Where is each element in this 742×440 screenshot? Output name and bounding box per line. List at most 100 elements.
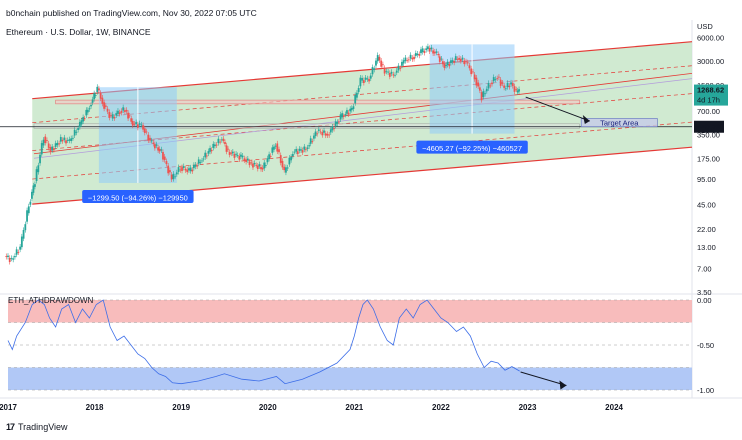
candle-body <box>143 128 146 133</box>
candle-body <box>438 56 441 62</box>
candle-body <box>160 149 163 151</box>
candle-body <box>35 169 38 182</box>
candle-body <box>504 88 507 90</box>
candle-body <box>212 143 215 148</box>
candle-body <box>204 152 207 158</box>
candle-body <box>459 58 462 62</box>
candle-body <box>117 110 119 114</box>
candle-body <box>317 129 320 131</box>
candle-body <box>443 63 446 68</box>
candle-body <box>440 58 443 60</box>
price-unit-label: USD <box>697 22 713 31</box>
indicator-title: ETH_ATHDRAWDOWN <box>8 296 94 305</box>
capitulation-zone <box>8 367 692 390</box>
candle-body <box>268 154 270 160</box>
candle-body <box>246 158 249 161</box>
candle-body <box>29 201 32 205</box>
candle-body <box>437 53 440 56</box>
candle-body <box>430 47 433 50</box>
candle-body <box>192 164 195 169</box>
candle-body <box>338 121 340 123</box>
candle-body <box>499 79 502 86</box>
candle-body <box>42 139 45 146</box>
candle-body <box>127 112 129 119</box>
measure-label-bg <box>82 189 194 203</box>
candle-body <box>326 133 329 136</box>
candle-body <box>86 109 89 113</box>
indicator-arrow <box>520 371 567 386</box>
measure-label-bg <box>416 140 528 154</box>
candle-body <box>214 144 216 147</box>
candle-body <box>489 85 492 87</box>
candle-body <box>364 77 367 80</box>
candle-body <box>73 129 76 136</box>
candle-body <box>491 82 493 85</box>
candle-body <box>51 146 54 151</box>
tradingview-brand[interactable]: 17 TradingView <box>6 422 68 432</box>
candle-body <box>75 131 78 133</box>
candle-body <box>205 155 208 157</box>
price-tick-label: 95.00 <box>697 175 716 184</box>
candle-body <box>356 92 358 98</box>
candle-body <box>319 131 322 133</box>
candle-body <box>158 148 161 152</box>
candle-body <box>59 137 62 142</box>
candle-body <box>163 156 166 161</box>
candle-body <box>401 61 403 66</box>
symbol-title: Ethereum · U.S. Dollar, 1W, BINANCE <box>6 27 151 37</box>
candle-body <box>306 147 309 149</box>
candle-body <box>506 82 509 88</box>
candle-body <box>136 124 139 128</box>
projection-arrow <box>525 96 591 122</box>
candle-body <box>478 87 481 91</box>
candle-body <box>58 143 60 145</box>
brand-label: TradingView <box>18 422 68 432</box>
countdown-label: 4d 17h <box>697 96 720 105</box>
candle-body <box>314 131 317 137</box>
candle-body <box>366 78 369 80</box>
candle-body <box>153 144 156 149</box>
candle-body <box>80 120 83 125</box>
candle-body <box>260 167 262 170</box>
candle-body <box>450 60 452 63</box>
candle-body <box>31 191 33 199</box>
price-tick-label: 22.00 <box>697 225 716 234</box>
candle-body <box>184 168 187 171</box>
candle-body <box>32 185 35 193</box>
candle-body <box>256 165 259 169</box>
channel-mid-line <box>32 65 693 124</box>
candle-body <box>508 85 511 88</box>
candle-body <box>465 61 467 63</box>
candle-body <box>407 59 410 61</box>
candle-body <box>169 170 171 173</box>
price-tick-label: 350.00 <box>697 131 720 140</box>
candle-body <box>20 236 23 248</box>
price-tick-label: 6000.00 <box>697 33 724 42</box>
candle-body <box>174 176 177 178</box>
candle-body <box>448 64 451 67</box>
candle-body <box>130 118 133 122</box>
candle-body <box>123 110 126 112</box>
current-price-label: 1268.62 <box>697 86 724 95</box>
candle-body <box>5 256 8 258</box>
candle-body <box>423 51 426 53</box>
candle-body <box>385 71 388 73</box>
candle-body <box>219 141 222 143</box>
candle-body <box>241 155 244 158</box>
candle-body <box>149 137 151 141</box>
candle-body <box>99 93 102 99</box>
candle-body <box>68 139 71 141</box>
candle-body <box>368 79 370 82</box>
candle-body <box>378 56 381 61</box>
candle-body <box>286 167 289 169</box>
measure-label-text: −1299.50 (−94.26%) −129950 <box>88 193 188 202</box>
candle-body <box>220 139 223 141</box>
price-tick-label: 3000.00 <box>697 57 724 66</box>
candle-body <box>336 121 339 124</box>
candle-body <box>26 210 28 222</box>
candle-body <box>480 92 483 101</box>
candle-body <box>496 78 499 80</box>
candle-body <box>63 137 66 141</box>
candle-body <box>115 113 118 116</box>
